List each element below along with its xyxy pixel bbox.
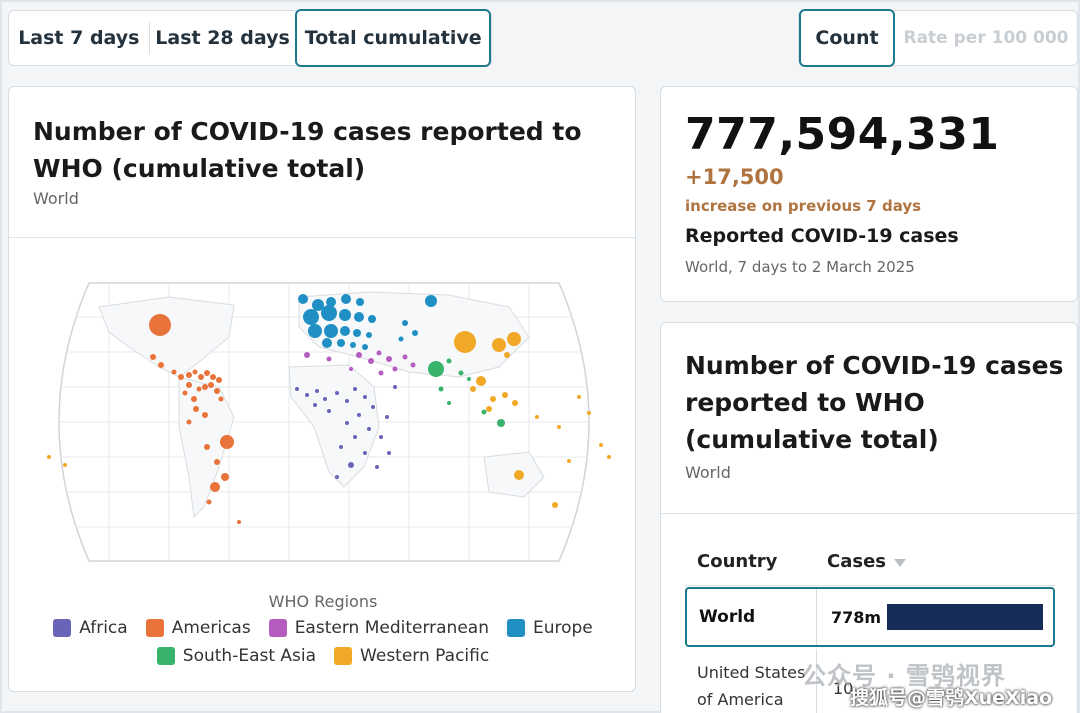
africa-bubbles [295, 385, 397, 479]
tab-rate-per-100000[interactable]: Rate per 100 000 [903, 28, 1069, 48]
africa-swatch [53, 619, 72, 637]
divider [661, 513, 1077, 514]
europe-swatch [506, 619, 525, 637]
table-card-subtitle: World [685, 463, 731, 482]
legend-item-south-east-asia[interactable]: South-East Asia [156, 646, 317, 666]
americas-swatch [145, 619, 164, 637]
legend-title: WHO Regions [268, 592, 378, 611]
south-east-asia-bubbles [428, 358, 505, 427]
map-card-subtitle: World [33, 189, 79, 208]
americas-bubbles [149, 314, 241, 524]
row-country: United States of America [697, 663, 806, 709]
watermark-primary: 公众号 · 雪鸮视界 [802, 662, 1006, 690]
tab-count[interactable]: Count [799, 8, 895, 67]
headline-stat-card: 777,594,331 +17,500 increase on previous… [660, 86, 1078, 302]
eastern-mediterranean-swatch [268, 619, 287, 637]
watermark-secondary: 搜狐号@雪鸮XueXiao [850, 687, 1053, 709]
legend-label: Eastern Mediterranean [294, 618, 489, 638]
row-value: 10 [833, 679, 854, 698]
europe-bubbles [298, 294, 437, 350]
legend-label: Africa [79, 618, 128, 638]
divider [685, 585, 1055, 586]
south-east-asia-swatch [156, 647, 175, 665]
legend-label: South-East Asia [182, 646, 317, 666]
western-pacific-bubbles [47, 331, 611, 508]
stat-label: Reported COVID-19 cases [685, 225, 959, 247]
western-pacific-swatch [334, 647, 353, 665]
eastern-med-bubbles [304, 350, 416, 376]
total-cases-value: 777,594,331 [685, 109, 1000, 160]
weekly-increase-value: +17,500 [685, 165, 784, 189]
value-bar [887, 604, 1043, 630]
column-header-country[interactable]: Country [697, 551, 778, 572]
table-card-title: Number of COVID-19 cases reported to WHO… [685, 351, 1064, 454]
metric-selector: Count Rate per 100 000 [798, 8, 1078, 67]
divider [9, 237, 635, 238]
stat-meta: World, 7 days to 2 March 2025 [685, 258, 915, 276]
legend: Africa Americas Eastern Mediterranean Eu… [9, 618, 635, 638]
row-country: World [687, 589, 817, 645]
legend-label: Western Pacific [360, 646, 490, 666]
row-value: 778m [831, 607, 882, 627]
legend-item-western-pacific[interactable]: Western Pacific [334, 646, 489, 666]
legend-label: Americas [171, 618, 251, 638]
weekly-increase-note: increase on previous 7 days [685, 197, 922, 215]
country-table-card: Number of COVID-19 cases reported to WHO… [660, 322, 1078, 713]
map-card-title: Number of COVID-19 cases reported to WHO… [33, 117, 582, 183]
legend-item-africa[interactable]: Africa [53, 618, 128, 638]
tab-total-cumulative[interactable]: Total cumulative [295, 8, 491, 67]
tab-last-7-days[interactable]: Last 7 days [18, 27, 140, 49]
column-header-cases[interactable]: Cases [827, 551, 906, 572]
legend-item-europe[interactable]: Europe [506, 618, 593, 638]
legend-item-eastern-mediterranean[interactable]: Eastern Mediterranean [268, 618, 489, 638]
world-bubble-map[interactable] [29, 277, 619, 567]
period-selector: Last 7 days Last 28 days Total cumulativ… [8, 8, 492, 67]
divider [816, 649, 817, 713]
map-card: Number of COVID-19 cases reported to WHO… [8, 86, 636, 692]
column-header-label: Cases [827, 551, 886, 572]
legend-item-americas[interactable]: Americas [145, 618, 251, 638]
table-row[interactable]: World 778m [685, 587, 1055, 647]
sort-descending-icon[interactable] [894, 558, 906, 567]
legend-label: Europe [532, 618, 593, 638]
tab-last-28-days[interactable]: Last 28 days [155, 27, 290, 49]
legend: South-East Asia Western Pacific [9, 646, 635, 666]
divider [148, 22, 150, 54]
